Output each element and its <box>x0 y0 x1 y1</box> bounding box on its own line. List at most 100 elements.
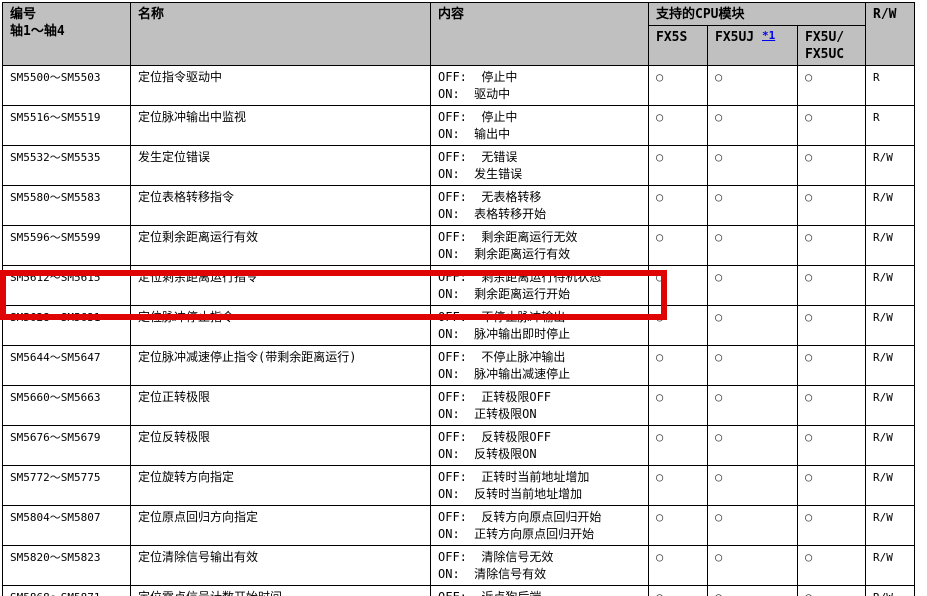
row-content: OFF: 不停止脉冲输出 ON: 脉冲输出即时停止 <box>430 305 649 346</box>
row-content: OFF: 正转极限OFF ON: 正转极限ON <box>430 385 649 426</box>
header-rw: R/W <box>865 2 916 66</box>
support-fx5u-fx5uc: ○ <box>796 385 867 426</box>
table-row: SM5596～SM5599 定位剩余距离运行有效 OFF: 剩余距离运行无效 ON:… <box>2 225 916 266</box>
table-row: SM5772～SM5775 定位旋转方向指定 OFF: 正转时当前地址增加 ON: … <box>2 465 916 506</box>
row-rw: R/W <box>865 345 916 386</box>
row-content: OFF: 不停止脉冲输出 ON: 脉冲输出减速停止 <box>430 345 649 386</box>
row-content: OFF: 正转时当前地址增加 ON: 反转时当前地址增加 <box>430 465 649 506</box>
support-fx5uj: ○ <box>707 105 798 146</box>
row-code: SM5868～SM5871 <box>2 585 131 596</box>
row-name: 定位正转极限 <box>130 385 431 426</box>
support-fx5u-fx5uc: ○ <box>796 305 867 346</box>
header-name: 名称 <box>130 2 431 66</box>
row-name: 定位脉冲减速停止指令(带剩余距离运行) <box>130 345 431 386</box>
support-fx5u-fx5uc: ○ <box>796 105 867 146</box>
row-rw: R/W <box>865 185 916 226</box>
support-fx5s: ○ <box>648 385 708 426</box>
table-row: SM5676～SM5679 定位反转极限 OFF: 反转极限OFF ON: 反转极限… <box>2 425 916 466</box>
header-cpu-group: 支持的CPU模块 <box>647 2 867 26</box>
row-rw: R/W <box>865 425 916 466</box>
row-code: SM5500～SM5503 <box>2 65 131 106</box>
support-fx5u-fx5uc: ○ <box>796 185 867 226</box>
support-fx5u-fx5uc: ○ <box>796 425 867 466</box>
support-fx5s: ○ <box>648 425 708 466</box>
row-name: 定位清除信号输出有效 <box>130 545 431 586</box>
row-content: OFF: 近点狗后端 ON: 近点狗前端 <box>430 585 649 596</box>
support-fx5uj: ○ <box>707 465 798 506</box>
footnote-1-link[interactable]: *1 <box>761 29 776 42</box>
support-fx5uj: ○ <box>707 505 798 546</box>
row-code: SM5772～SM5775 <box>2 465 131 506</box>
row-content: OFF: 无表格转移 ON: 表格转移开始 <box>430 185 649 226</box>
row-code: SM5516～SM5519 <box>2 105 131 146</box>
table-row: SM5580～SM5583 定位表格转移指令 OFF: 无表格转移 ON: 表格转移… <box>2 185 916 226</box>
row-content: OFF: 清除信号无效 ON: 清除信号有效 <box>430 545 649 586</box>
support-fx5u-fx5uc: ○ <box>796 225 867 266</box>
row-code: SM5644～SM5647 <box>2 345 131 386</box>
support-fx5uj: ○ <box>707 145 798 186</box>
support-fx5s: ○ <box>648 145 708 186</box>
row-rw: R/W <box>865 305 916 346</box>
row-code: SM5820～SM5823 <box>2 545 131 586</box>
support-fx5s: ○ <box>648 185 708 226</box>
support-fx5u-fx5uc: ○ <box>796 65 867 106</box>
table-row-highlighted: SM5628～SM5631 定位脉冲停止指令 OFF: 不停止脉冲输出 ON: 脉冲… <box>2 305 916 346</box>
row-content: OFF: 停止中 ON: 驱动中 <box>430 65 649 106</box>
row-content: OFF: 剩余距离运行待机状态 ON: 剩余距离运行开始 <box>430 265 649 306</box>
support-fx5uj: ○ <box>707 345 798 386</box>
row-code: SM5532～SM5535 <box>2 145 131 186</box>
support-fx5u-fx5uc: ○ <box>796 265 867 306</box>
row-code: SM5660～SM5663 <box>2 385 131 426</box>
support-fx5u-fx5uc: ○ <box>796 465 867 506</box>
table-header: 编号 轴1～轴4 名称 内容 支持的CPU模块 R/W FX5S FX5UJ *1… <box>2 2 916 66</box>
row-rw: R <box>865 105 916 146</box>
header-number: 编号轴1～轴4 <box>2 2 131 66</box>
table-row: SM5516～SM5519 定位脉冲输出中监视 OFF: 停止中 ON: 输出中 ○ ○… <box>2 105 916 146</box>
row-code: SM5628～SM5631 <box>2 305 131 346</box>
row-name: 定位指令驱动中 <box>130 65 431 106</box>
table-row: SM5644～SM5647 定位脉冲减速停止指令(带剩余距离运行) OFF: 不停止… <box>2 345 916 386</box>
row-content: OFF: 无错误 ON: 发生错误 <box>430 145 649 186</box>
header-fx5u-fx5uc: FX5U/ FX5UC <box>796 25 867 66</box>
row-rw: R/W <box>865 265 916 306</box>
header-content: 内容 <box>430 2 649 66</box>
row-content: OFF: 反转极限OFF ON: 反转极限ON <box>430 425 649 466</box>
row-rw: R/W <box>865 545 916 586</box>
row-rw: R/W <box>865 585 916 596</box>
support-fx5s: ○ <box>648 505 708 546</box>
row-rw: R/W <box>865 145 916 186</box>
row-code: SM5676～SM5679 <box>2 425 131 466</box>
row-name: 发生定位错误 <box>130 145 431 186</box>
support-fx5s: ○ <box>648 265 708 306</box>
support-fx5s: ○ <box>648 225 708 266</box>
support-fx5u-fx5uc: ○ <box>796 345 867 386</box>
support-fx5uj: ○ <box>707 425 798 466</box>
row-code: SM5804～SM5807 <box>2 505 131 546</box>
row-rw: R <box>865 65 916 106</box>
row-code: SM5580～SM5583 <box>2 185 131 226</box>
row-content: OFF: 停止中 ON: 输出中 <box>430 105 649 146</box>
header-number-line2: 轴1～轴4 <box>10 24 65 39</box>
support-fx5uj: ○ <box>707 545 798 586</box>
header-fx5uj: FX5UJ *1 <box>707 25 798 66</box>
row-rw: R/W <box>865 505 916 546</box>
support-fx5uj: ○ <box>707 585 798 596</box>
row-name: 定位零点信号计数开始时间 <box>130 585 431 596</box>
support-fx5u-fx5uc: ○ <box>796 545 867 586</box>
table-body: SM5500～SM5503 定位指令驱动中 OFF: 停止中 ON: 驱动中 ○ ○ ○ R… <box>2 65 916 596</box>
row-name: 定位反转极限 <box>130 425 431 466</box>
row-code: SM5612～SM5615 <box>2 265 131 306</box>
header-number-line1: 编号 <box>10 7 37 22</box>
row-content: OFF: 反转方向原点回归开始 ON: 正转方向原点回归开始 <box>430 505 649 546</box>
row-name: 定位旋转方向指定 <box>130 465 431 506</box>
row-content: OFF: 剩余距离运行无效 ON: 剩余距离运行有效 <box>430 225 649 266</box>
support-fx5uj: ○ <box>707 65 798 106</box>
table-row: SM5660～SM5663 定位正转极限 OFF: 正转极限OFF ON: 正转极限… <box>2 385 916 426</box>
support-fx5uj: ○ <box>707 305 798 346</box>
row-name: 定位原点回归方向指定 <box>130 505 431 546</box>
support-fx5s: ○ <box>648 305 708 346</box>
support-fx5uj: ○ <box>707 265 798 306</box>
support-fx5u-fx5uc: ○ <box>796 145 867 186</box>
